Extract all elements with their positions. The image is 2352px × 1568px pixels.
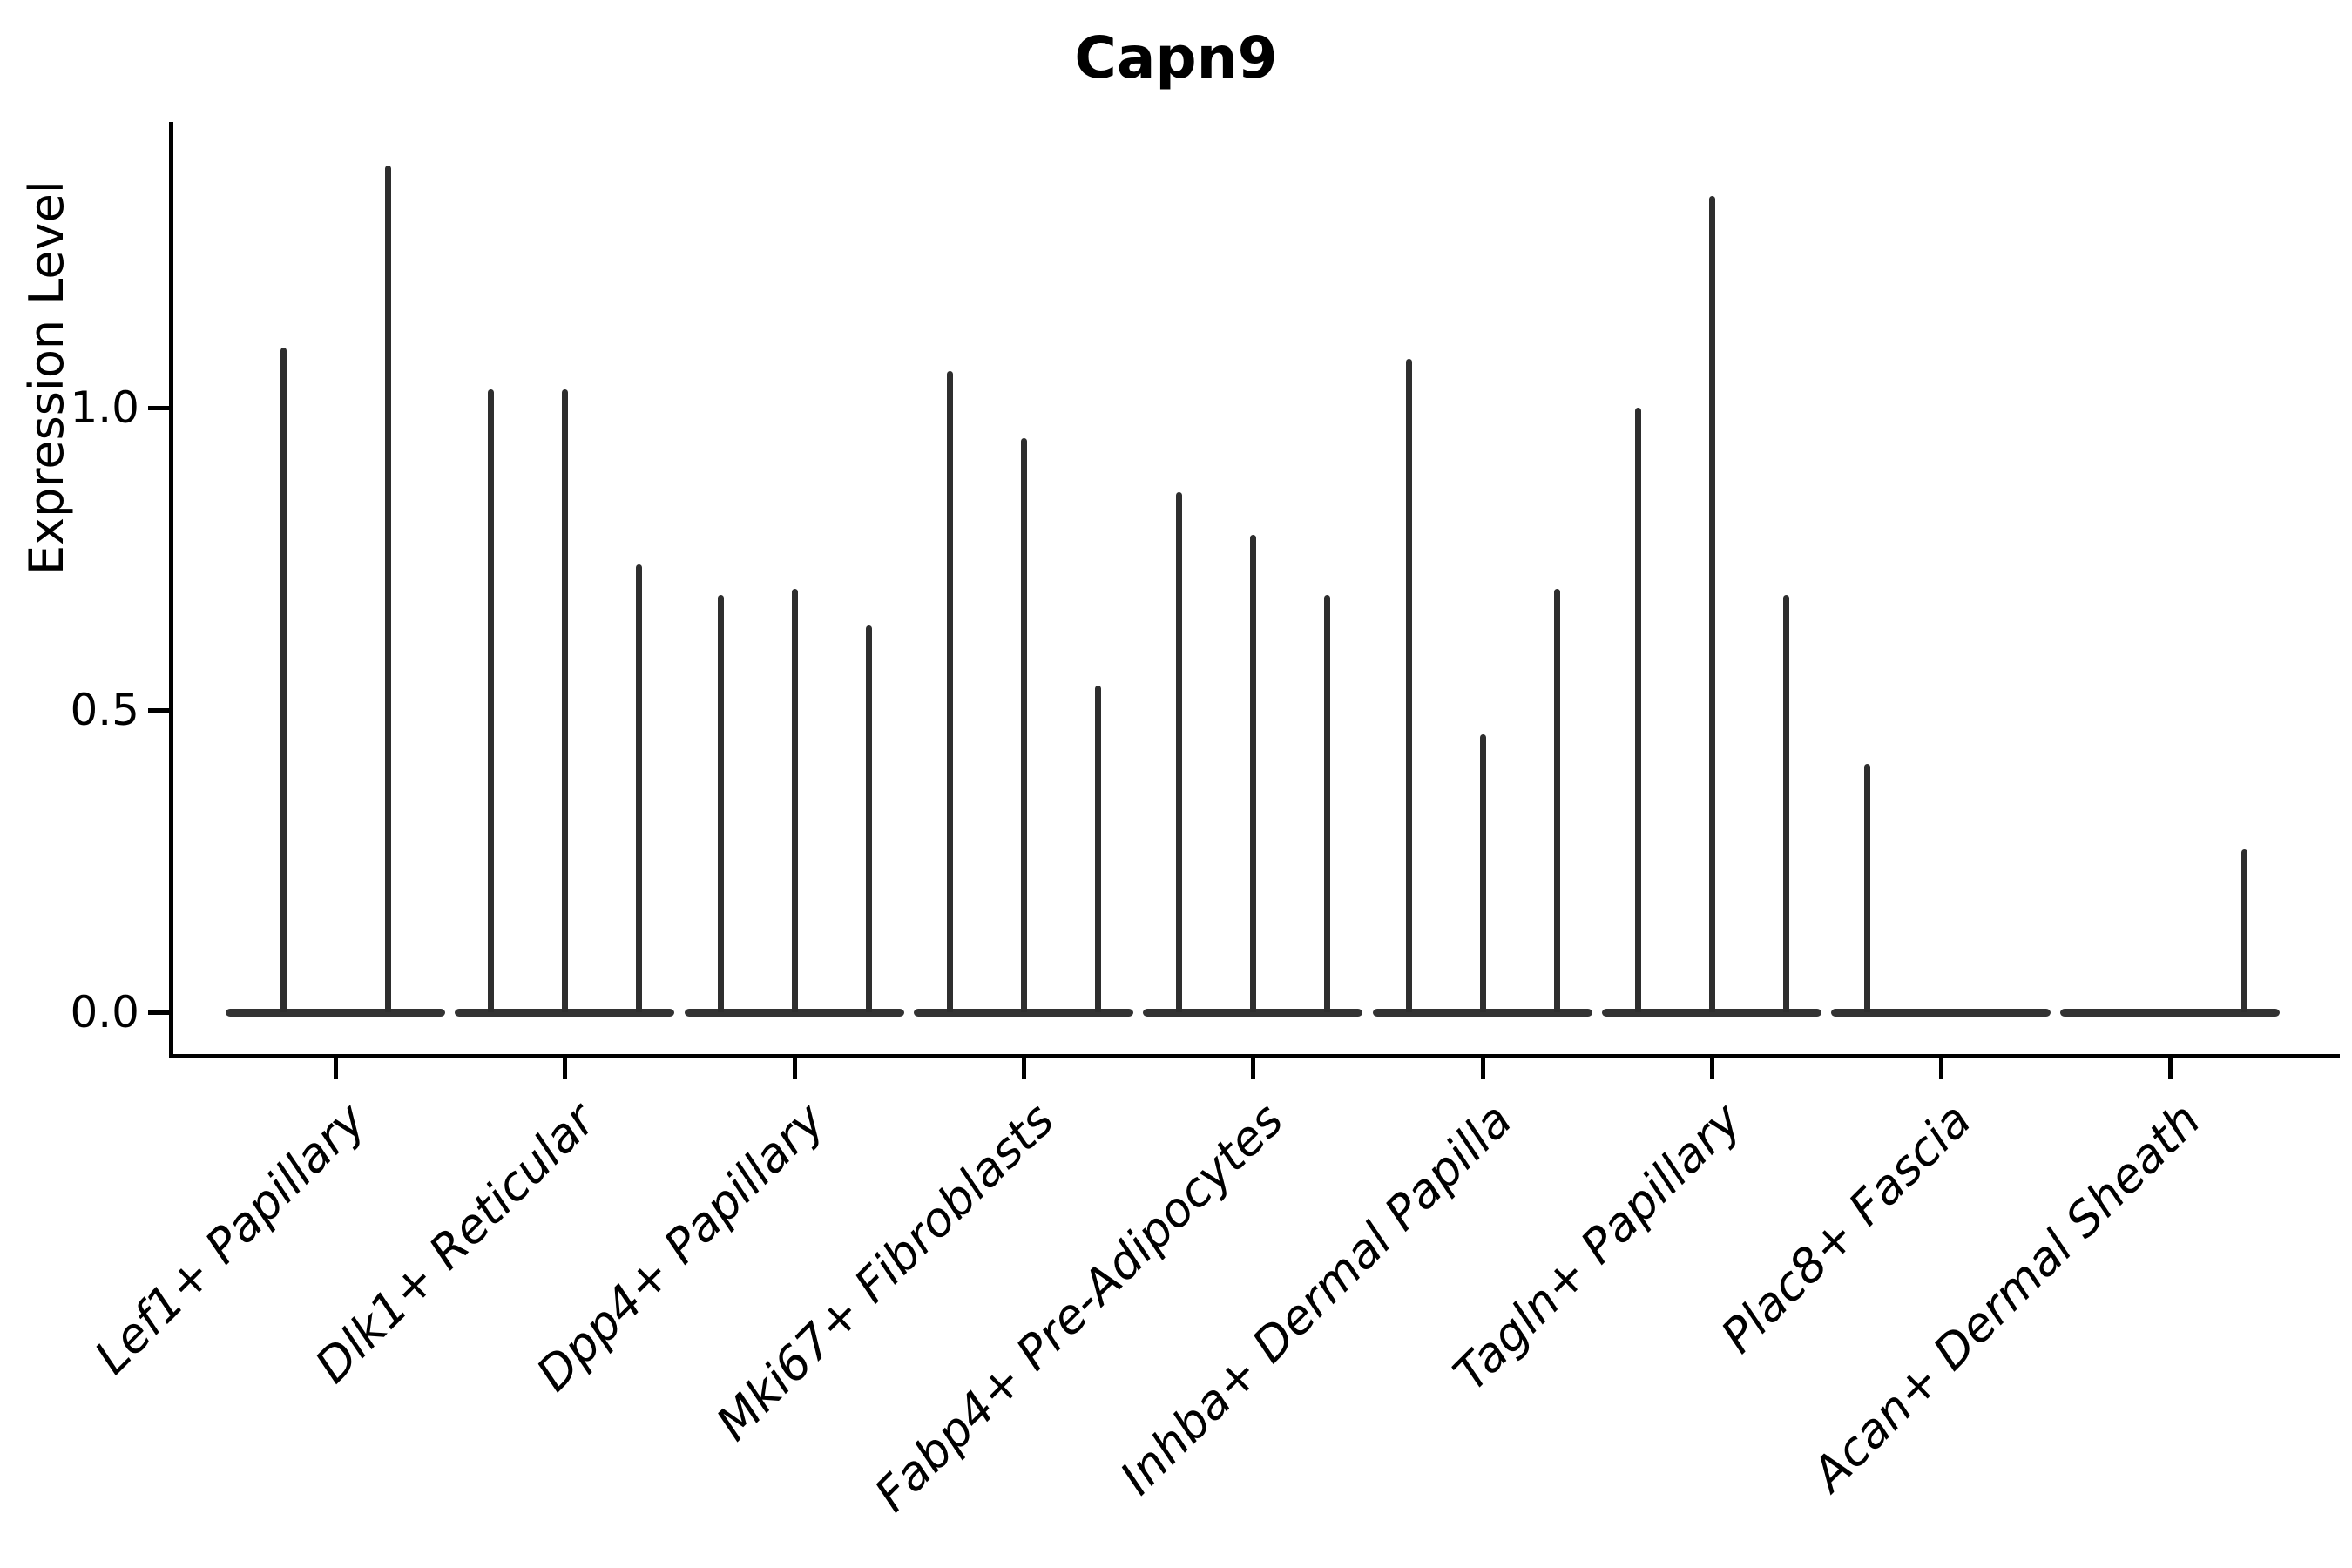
violin-spike <box>717 595 724 1012</box>
x-tick-label: Inhba+ Dermal Papilla <box>1110 1092 1524 1505</box>
violin-spike <box>1324 595 1331 1012</box>
y-axis-spine <box>169 122 173 1058</box>
violin-spike <box>1479 733 1486 1012</box>
violin-spike <box>1020 437 1027 1012</box>
x-tick <box>563 1058 568 1079</box>
violin-zero-baseline <box>1601 1009 1821 1017</box>
violin-zero-baseline <box>684 1009 904 1017</box>
x-tick <box>1021 1058 1026 1079</box>
plot-title: Capn9 <box>1074 24 1278 91</box>
violin-zero-baseline <box>913 1009 1133 1017</box>
violin-zero-baseline <box>226 1009 445 1017</box>
violin-spike <box>791 589 798 1012</box>
x-tick-label: Acan+ Dermal Sheath <box>1801 1092 2211 1502</box>
violin-spike <box>1553 589 1560 1012</box>
x-tick <box>1480 1058 1485 1079</box>
violin-spike <box>1176 492 1183 1012</box>
violin-spike <box>280 347 287 1012</box>
x-tick-label: Fabp4+ Pre-Adipocytes <box>863 1092 1294 1523</box>
y-axis-label: Expression Level <box>19 180 74 575</box>
violin-spike <box>1094 686 1101 1012</box>
x-tick <box>1709 1058 1714 1079</box>
violin-spike <box>1864 764 1871 1012</box>
violin-spike <box>562 389 569 1012</box>
violin-spike <box>488 389 495 1012</box>
violin-spike <box>1708 196 1715 1012</box>
violin-spike <box>1782 595 1789 1012</box>
violin-spike <box>2241 848 2248 1012</box>
y-tick-label: 0.0 <box>70 987 139 1037</box>
violin-zero-baseline <box>1372 1009 1592 1017</box>
violin-zero-baseline <box>455 1009 675 1017</box>
x-tick <box>1251 1058 1256 1079</box>
x-tick <box>792 1058 797 1079</box>
violin-zero-baseline <box>1831 1009 2051 1017</box>
violin-spike <box>385 166 391 1012</box>
x-tick <box>334 1058 338 1079</box>
x-tick <box>1939 1058 1944 1079</box>
y-tick-label: 1.0 <box>70 382 139 433</box>
violin-spike <box>865 625 872 1012</box>
y-tick <box>148 406 169 410</box>
violin-zero-baseline <box>1143 1009 1363 1017</box>
x-tick <box>2168 1058 2173 1079</box>
violin-spike <box>1634 408 1641 1012</box>
y-tick <box>148 708 169 713</box>
violin-spike <box>946 371 953 1012</box>
violin-spike <box>636 564 643 1012</box>
violin-zero-baseline <box>2060 1009 2281 1017</box>
y-tick <box>148 1010 169 1015</box>
y-tick-label: 0.5 <box>70 685 139 735</box>
violin-spike <box>1250 534 1257 1012</box>
violin-spike <box>1405 359 1412 1012</box>
x-axis-spine <box>169 1054 2340 1058</box>
